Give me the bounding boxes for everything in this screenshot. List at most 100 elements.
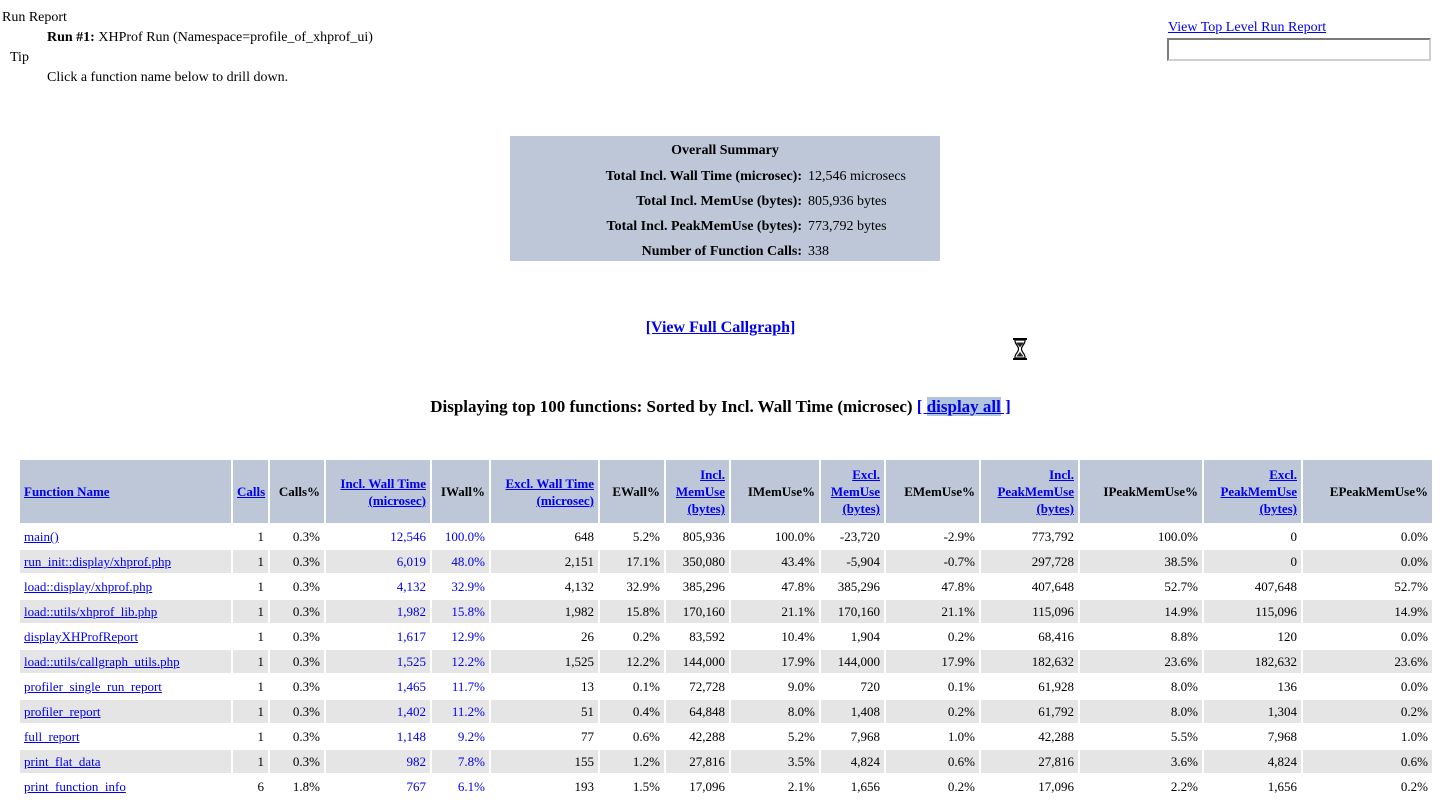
sort-column-link[interactable]: Excl. MemUse (bytes) (830, 467, 880, 516)
function-link[interactable]: main() (24, 529, 59, 544)
metric-cell: 8.0% (1080, 700, 1202, 723)
metric-cell: 1,525 (326, 650, 430, 673)
metric-cell: 61,928 (981, 675, 1078, 698)
sort-column-link[interactable]: Excl. Wall Time (microsec) (505, 475, 595, 508)
metric-cell: 982 (326, 750, 430, 773)
view-top-level-run-report-link[interactable]: View Top Level Run Report (1168, 20, 1327, 35)
sort-column-link[interactable]: Incl. PeakMemUse (bytes) (997, 467, 1074, 516)
summary-value: 338 (808, 244, 829, 259)
function-link[interactable]: print_function_info (24, 779, 126, 794)
metric-cell: -0.7% (886, 550, 979, 573)
column-header: Excl. PeakMemUse (bytes) (1204, 460, 1301, 523)
functions-table-wrap: Function Name Calls Calls% Incl. Wall Time(… (18, 458, 1434, 800)
metric-cell: 0.2% (886, 625, 979, 648)
table-row: main() 1 0.3% 12,546 100.0% 648 5.2% 805,936 100… (20, 525, 1432, 548)
metric-cell: 193 (491, 775, 598, 798)
metric-cell: 11.2% (432, 700, 489, 723)
metric-cell: 1.2% (600, 750, 664, 773)
run-number: Run #1: (47, 30, 95, 45)
function-link[interactable]: profiler_single_run_report (24, 679, 162, 694)
table-row: print_function_info 6 1.8% 767 6.1% 193 1.5% 17… (20, 775, 1432, 798)
metric-cell: 21.1% (886, 600, 979, 623)
metric-cell: 100.0% (731, 525, 819, 548)
metric-cell: 170,160 (666, 600, 729, 623)
sort-column-link[interactable]: Incl. MemUse (bytes) (675, 467, 725, 516)
metric-cell: 77 (491, 725, 598, 748)
metric-cell: 12,546 (326, 525, 430, 548)
column-header: Excl. Wall Time (microsec) (491, 460, 598, 523)
summary-title: Overall Summary (671, 143, 779, 158)
metric-cell: 6,019 (326, 550, 430, 573)
sort-column-link[interactable]: Calls (237, 484, 266, 499)
metric-cell: 3.5% (731, 750, 819, 773)
column-header: IMemUse% (731, 460, 819, 523)
sort-column-link[interactable]: Excl. PeakMemUse (bytes) (1220, 467, 1297, 516)
summary-label: Number of Function Calls: (641, 244, 802, 259)
metric-cell: -2.9% (886, 525, 979, 548)
function-name-cell: main() (20, 525, 231, 548)
metric-cell: 52.7% (1303, 575, 1432, 598)
view-full-callgraph-link[interactable]: [View Full Callgraph] (645, 319, 796, 336)
function-link[interactable]: full_report (24, 729, 80, 744)
functions-table-head: Function Name Calls Calls% Incl. Wall Time(… (20, 460, 1432, 523)
function-link[interactable]: load::utils/callgraph_utils.php (24, 654, 180, 669)
function-name-cell: load::utils/callgraph_utils.php (20, 650, 231, 673)
function-link[interactable]: profiler_report (24, 704, 101, 719)
metric-cell: 0.6% (1303, 750, 1432, 773)
metric-cell: 350,080 (666, 550, 729, 573)
metric-cell: 115,096 (1204, 600, 1301, 623)
metric-cell: 6.1% (432, 775, 489, 798)
metric-cell: 1.0% (1303, 725, 1432, 748)
metric-cell: 3.6% (1080, 750, 1202, 773)
metric-cell: 4,132 (326, 575, 430, 598)
metric-cell: 0.4% (600, 700, 664, 723)
metric-cell: 1 (233, 675, 268, 698)
table-row: profiler_report 1 0.3% 1,402 11.2% 51 0.4% 64,8… (20, 700, 1432, 723)
function-name-cell: profiler_single_run_report (20, 675, 231, 698)
metric-cell: 23.6% (1080, 650, 1202, 673)
metric-cell: 0.6% (886, 750, 979, 773)
table-row: load::display/xhprof.php 1 0.3% 4,132 32.9% 4… (20, 575, 1432, 598)
summary-label: Total Incl. MemUse (bytes): (636, 194, 802, 209)
metric-cell: 100.0% (1080, 525, 1202, 548)
display-all-link[interactable]: [ display all ] (917, 397, 1011, 416)
metric-cell: 4,824 (1204, 750, 1301, 773)
summary-row: Total Incl. MemUse (bytes): 805,936 bytes (510, 189, 940, 214)
sort-column-link[interactable]: Function Name (24, 484, 110, 499)
function-name-cell: print_flat_data (20, 750, 231, 773)
summary-row: Number of Function Calls: 338 (510, 239, 940, 264)
metric-cell: 144,000 (821, 650, 884, 673)
table-row: load::utils/callgraph_utils.php 1 0.3% 1,52… (20, 650, 1432, 673)
metric-cell: 648 (491, 525, 598, 548)
metric-cell: 1.5% (600, 775, 664, 798)
function-link[interactable]: load::display/xhprof.php (24, 579, 153, 594)
metric-cell: 9.2% (432, 725, 489, 748)
function-link[interactable]: print_flat_data (24, 754, 101, 769)
function-link[interactable]: load::utils/xhprof_lib.php (24, 604, 158, 619)
metric-cell: 1,904 (821, 625, 884, 648)
metric-cell: 1 (233, 625, 268, 648)
metric-cell: -23,720 (821, 525, 884, 548)
column-header: Calls% (270, 460, 324, 523)
metric-cell: 38.5% (1080, 550, 1202, 573)
metric-cell: 14.9% (1303, 600, 1432, 623)
column-header: EMemUse% (886, 460, 979, 523)
run-id-input[interactable] (1167, 38, 1431, 61)
metric-cell: 0.0% (1303, 525, 1432, 548)
metric-cell: 1,656 (1204, 775, 1301, 798)
summary-row: Total Incl. PeakMemUse (bytes): 773,792 b… (510, 214, 940, 239)
function-link[interactable]: displayXHProfReport (24, 629, 139, 644)
table-row: full_report 1 0.3% 1,148 9.2% 77 0.6% 42,288 5.2… (20, 725, 1432, 748)
metric-cell: 1 (233, 650, 268, 673)
metric-cell: 0.3% (270, 725, 324, 748)
function-name-cell: load::display/xhprof.php (20, 575, 231, 598)
column-header: EWall% (600, 460, 664, 523)
run-namespace: XHProf Run (Namespace=profile_of_xhprof_… (94, 30, 373, 45)
function-link[interactable]: run_init::display/xhprof.php (24, 554, 171, 569)
display-all-bracket-open: [ (916, 397, 927, 416)
column-header: EPeakMemUse% (1303, 460, 1432, 523)
sort-column-link[interactable]: Incl. Wall Time (microsec) (340, 475, 426, 508)
metric-cell: 385,296 (666, 575, 729, 598)
metric-cell: 1,617 (326, 625, 430, 648)
metric-cell: 0 (1204, 525, 1301, 548)
